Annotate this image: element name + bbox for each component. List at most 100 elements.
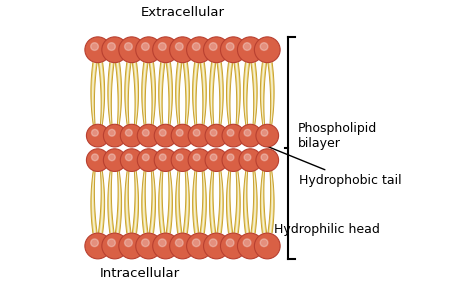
Circle shape: [91, 129, 98, 136]
Circle shape: [137, 124, 160, 147]
Circle shape: [120, 149, 143, 172]
Polygon shape: [159, 164, 165, 233]
Polygon shape: [108, 63, 114, 132]
Polygon shape: [234, 164, 240, 233]
Polygon shape: [91, 164, 97, 233]
Polygon shape: [143, 164, 147, 233]
Circle shape: [210, 154, 217, 161]
Polygon shape: [133, 63, 138, 132]
Polygon shape: [117, 63, 120, 132]
Polygon shape: [160, 63, 164, 132]
Polygon shape: [108, 164, 114, 233]
Circle shape: [226, 239, 234, 247]
Polygon shape: [244, 164, 248, 233]
Polygon shape: [235, 164, 239, 233]
Circle shape: [125, 154, 132, 161]
Circle shape: [175, 43, 183, 51]
Circle shape: [108, 239, 115, 247]
Polygon shape: [126, 164, 130, 233]
Polygon shape: [200, 63, 207, 132]
Circle shape: [137, 149, 160, 172]
Polygon shape: [109, 63, 113, 132]
Circle shape: [159, 43, 166, 51]
Circle shape: [103, 149, 126, 172]
Polygon shape: [166, 63, 172, 132]
Circle shape: [239, 149, 262, 172]
Circle shape: [203, 233, 229, 259]
Polygon shape: [244, 63, 248, 132]
Circle shape: [205, 149, 228, 172]
Circle shape: [108, 43, 115, 51]
Text: Extracellular: Extracellular: [140, 6, 224, 19]
Circle shape: [226, 43, 234, 51]
Circle shape: [143, 129, 149, 136]
Polygon shape: [185, 164, 188, 233]
Circle shape: [119, 37, 144, 63]
Polygon shape: [209, 63, 216, 132]
Circle shape: [193, 154, 200, 161]
Circle shape: [85, 233, 111, 259]
Circle shape: [222, 124, 244, 147]
Polygon shape: [227, 164, 233, 233]
Polygon shape: [268, 164, 274, 233]
Circle shape: [220, 233, 246, 259]
Circle shape: [220, 37, 246, 63]
Polygon shape: [261, 164, 265, 233]
Circle shape: [176, 154, 183, 161]
Polygon shape: [115, 63, 122, 132]
Polygon shape: [234, 63, 240, 132]
Circle shape: [256, 149, 279, 172]
Circle shape: [153, 37, 178, 63]
Circle shape: [154, 149, 177, 172]
Polygon shape: [168, 63, 171, 132]
Polygon shape: [115, 164, 122, 233]
Polygon shape: [244, 63, 250, 132]
Circle shape: [170, 233, 196, 259]
Circle shape: [255, 37, 280, 63]
Polygon shape: [211, 63, 214, 132]
Polygon shape: [218, 164, 222, 233]
Circle shape: [90, 43, 98, 51]
Polygon shape: [149, 164, 155, 233]
Circle shape: [154, 124, 177, 147]
Polygon shape: [202, 63, 205, 132]
Circle shape: [103, 124, 126, 147]
Polygon shape: [244, 164, 250, 233]
Polygon shape: [217, 164, 223, 233]
Circle shape: [244, 154, 251, 161]
Polygon shape: [132, 164, 138, 233]
Circle shape: [256, 124, 279, 147]
Polygon shape: [166, 164, 172, 233]
Polygon shape: [175, 63, 182, 132]
Circle shape: [171, 149, 194, 172]
Circle shape: [176, 129, 183, 136]
Circle shape: [85, 37, 111, 63]
Polygon shape: [142, 63, 148, 132]
Circle shape: [227, 154, 234, 161]
Polygon shape: [151, 164, 154, 233]
Circle shape: [193, 129, 200, 136]
Circle shape: [209, 239, 217, 247]
Circle shape: [227, 129, 234, 136]
Circle shape: [90, 239, 98, 247]
Polygon shape: [177, 164, 181, 233]
Circle shape: [260, 43, 268, 51]
Polygon shape: [91, 63, 97, 132]
Polygon shape: [149, 63, 155, 132]
Circle shape: [142, 43, 149, 51]
Circle shape: [102, 37, 128, 63]
Polygon shape: [177, 63, 181, 132]
Circle shape: [238, 37, 263, 63]
Circle shape: [243, 239, 251, 247]
Polygon shape: [252, 164, 256, 233]
Polygon shape: [209, 164, 216, 233]
Text: Phospholipid
bilayer: Phospholipid bilayer: [298, 122, 377, 150]
Polygon shape: [261, 63, 265, 132]
Circle shape: [186, 37, 213, 63]
Polygon shape: [268, 63, 274, 132]
Circle shape: [244, 129, 251, 136]
Polygon shape: [218, 63, 222, 132]
Circle shape: [261, 154, 268, 161]
Circle shape: [159, 129, 166, 136]
Polygon shape: [200, 164, 207, 233]
